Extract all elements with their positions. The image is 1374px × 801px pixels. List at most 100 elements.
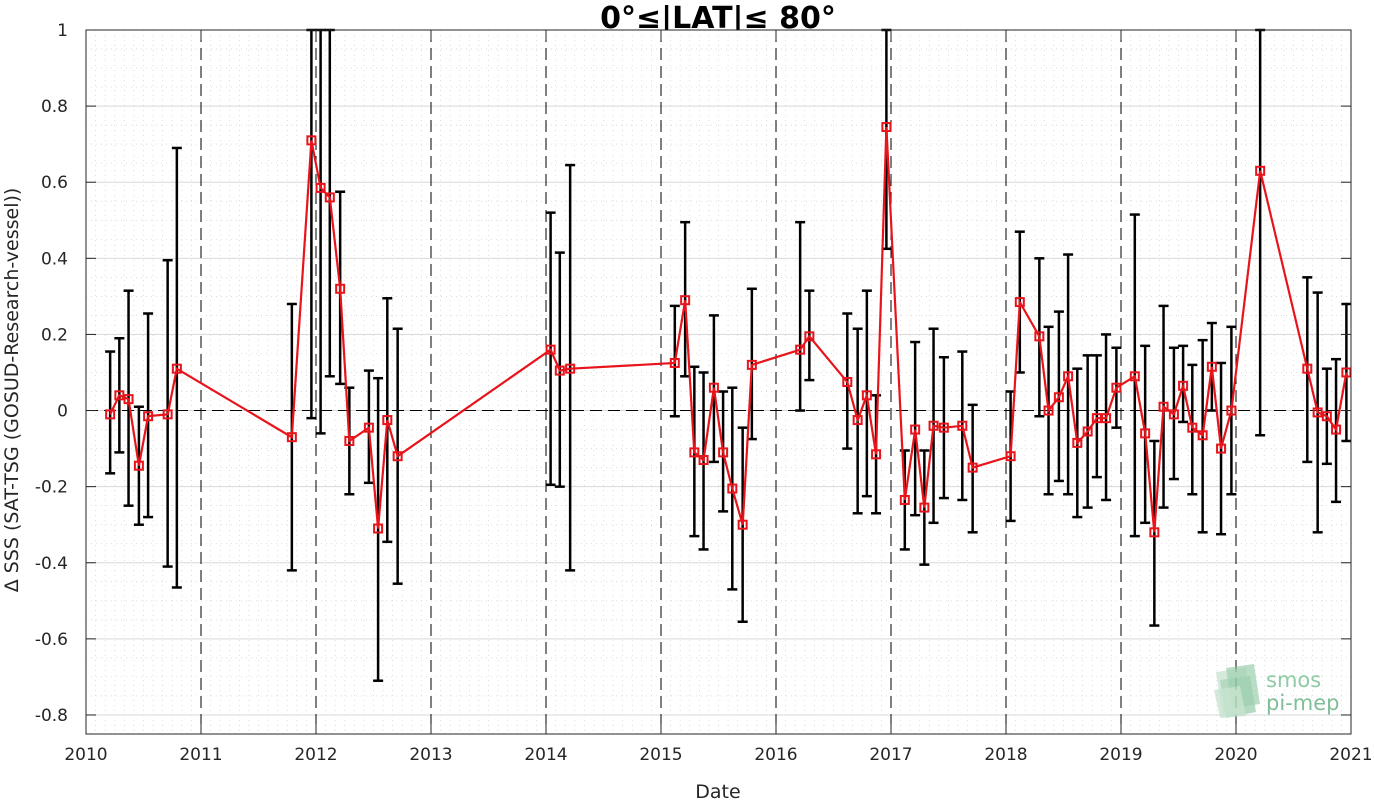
error-bar <box>680 220 691 378</box>
data-point <box>1082 426 1093 437</box>
data-point <box>363 422 374 433</box>
x-tick-labels: 2010 2011 2012 2013 2014 2015 2016 2017 2018 2019… <box>64 745 1372 765</box>
data-point <box>1312 407 1323 418</box>
data-point <box>1140 428 1151 439</box>
data-point <box>1158 401 1169 412</box>
data-point <box>315 182 326 193</box>
data-point <box>957 420 968 431</box>
data-point <box>143 411 154 422</box>
y-axis-label: Δ SSS (SAT-TSG (GOSUD-Research-vessel)) <box>1 188 23 593</box>
error-bar <box>1149 439 1160 627</box>
data-point <box>565 363 576 374</box>
data-point <box>1053 392 1064 403</box>
y-tick-label: -0.8 <box>35 706 68 726</box>
data-point <box>842 377 853 387</box>
data-point <box>1178 380 1189 391</box>
data-point <box>928 420 939 431</box>
data-point <box>1302 363 1313 374</box>
logo-mark-icon <box>1214 664 1260 718</box>
series-line <box>109 126 1348 533</box>
y-tick-label: 1 <box>57 21 68 41</box>
logo-text-line1: smos <box>1266 668 1321 692</box>
data-point <box>1111 382 1122 393</box>
data-point <box>881 122 892 133</box>
error-bar <box>1187 363 1198 496</box>
y-tick-labels: -0.8 -0.6 -0.4 -0.2 0 0.2 0.4 0.6 0.8 1 <box>35 21 68 726</box>
x-tick-label: 2021 <box>1329 745 1372 765</box>
x-tick-label: 2014 <box>524 745 567 765</box>
x-tick-label: 2012 <box>294 745 337 765</box>
plot-background <box>86 30 1351 734</box>
data-point <box>133 460 144 471</box>
x-tick-label: 2010 <box>64 745 107 765</box>
data-point <box>1063 371 1074 382</box>
data-point <box>286 432 297 443</box>
data-point <box>910 424 921 435</box>
data-point <box>123 394 134 405</box>
plot-area <box>85 28 1352 735</box>
x-tick-label: 2016 <box>754 745 797 765</box>
data-point <box>967 462 978 473</box>
data-point <box>727 483 738 494</box>
data-point <box>105 409 116 420</box>
y-tick-label: 0 <box>57 402 68 422</box>
x-tick-label: 2011 <box>179 745 222 765</box>
x-tick-label: 2017 <box>869 745 912 765</box>
data-point <box>718 447 729 458</box>
x-tick-label: 2015 <box>639 745 682 765</box>
data-point <box>114 390 125 401</box>
error-bar <box>1341 302 1352 443</box>
data-point <box>1129 371 1140 382</box>
data-point <box>861 390 872 401</box>
data-point <box>795 344 806 355</box>
x-tick-label: 2020 <box>1214 745 1257 765</box>
data-point <box>899 494 910 505</box>
x-tick-label: 2013 <box>409 745 452 765</box>
smos-pi-mep-logo: smos pi-mep <box>1214 664 1339 718</box>
data-point <box>1197 430 1208 441</box>
data-point <box>324 192 335 203</box>
data-point <box>1034 331 1045 342</box>
data-point <box>938 422 949 433</box>
data-point <box>1255 165 1266 176</box>
data-point <box>1091 413 1102 424</box>
data-point <box>689 447 700 458</box>
y-tick-label: -0.4 <box>35 554 68 574</box>
data-point <box>1101 413 1112 424</box>
data-point <box>1043 405 1054 416</box>
data-point <box>669 357 680 368</box>
y-tick-label: 0.4 <box>41 249 68 269</box>
data-point <box>919 502 930 513</box>
data-point <box>392 451 403 462</box>
data-point <box>373 523 384 534</box>
error-bar <box>910 340 921 517</box>
data-point <box>1005 451 1016 462</box>
data-point <box>1206 361 1217 372</box>
error-bar <box>795 220 806 412</box>
logo-text-line2: pi-mep <box>1266 691 1339 715</box>
x-axis-label: Date <box>695 781 740 801</box>
data-point <box>335 283 346 294</box>
data-point <box>737 519 748 530</box>
data-point <box>708 382 719 393</box>
data-point <box>1072 437 1083 448</box>
data-point <box>852 415 863 426</box>
x-tick-label: 2018 <box>984 745 1027 765</box>
data-point <box>382 415 393 426</box>
data-point <box>344 435 355 446</box>
data-point <box>746 359 757 370</box>
data-point <box>1331 424 1342 435</box>
data-point <box>1321 411 1332 422</box>
data-point <box>1341 367 1352 378</box>
data-point <box>1149 527 1160 538</box>
error-bar <box>373 376 384 682</box>
y-tick-label: 0.2 <box>41 325 68 345</box>
tick-marks <box>85 29 1352 734</box>
data-point <box>171 363 182 374</box>
data-point <box>306 135 317 146</box>
data-point <box>680 295 691 306</box>
data-point <box>871 449 882 460</box>
data-point <box>1187 422 1198 433</box>
plot-frame <box>85 29 1352 735</box>
